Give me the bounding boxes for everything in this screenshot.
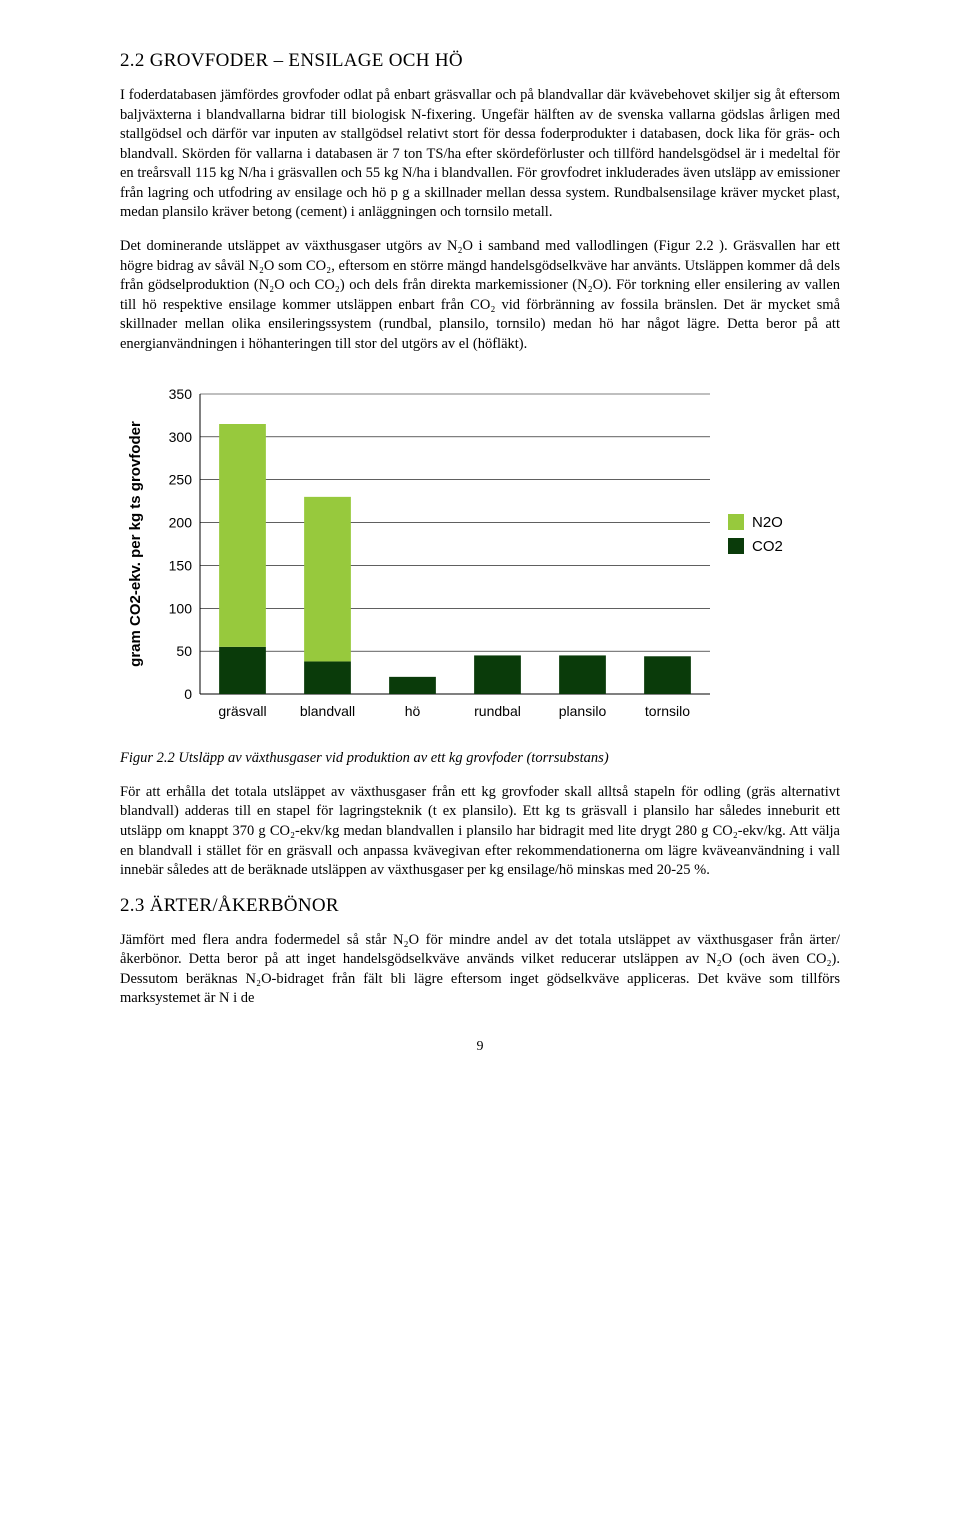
svg-text:100: 100: [169, 601, 193, 617]
svg-text:CO2: CO2: [752, 538, 783, 555]
paragraph: I foderdatabasen jämfördes grovfoder odl…: [120, 86, 840, 223]
svg-text:gräsvall: gräsvall: [218, 703, 266, 719]
svg-text:0: 0: [184, 686, 192, 702]
svg-text:300: 300: [169, 429, 193, 445]
svg-text:250: 250: [169, 472, 193, 488]
chart-figure: 0 50 100 150 200 250 300 350 gräsvall blandvall hö…: [120, 374, 840, 739]
paragraph: Jämfört med flera andra fodermedel så st…: [120, 931, 840, 1009]
svg-text:50: 50: [176, 643, 192, 659]
svg-text:350: 350: [169, 386, 193, 402]
paragraph: Det dominerande utsläppet av växthusgase…: [120, 237, 840, 354]
page-number: 9: [120, 1039, 840, 1055]
svg-text:150: 150: [169, 558, 193, 574]
section-heading-arter: 2.3 ÄRTER/ÅKERBÖNOR: [120, 895, 840, 917]
svg-text:tornsilo: tornsilo: [645, 703, 690, 719]
figure-caption: Figur 2.2 Utsläpp av växthusgaser vid pr…: [120, 749, 840, 769]
page-container: 2.2 GROVFODER – ENSILAGE OCH HÖ I foderd…: [60, 0, 900, 1095]
svg-text:blandvall: blandvall: [300, 703, 355, 719]
svg-text:200: 200: [169, 515, 193, 531]
svg-text:plansilo: plansilo: [559, 703, 607, 719]
svg-text:hö: hö: [405, 703, 421, 719]
stacked-bar-chart: 0 50 100 150 200 250 300 350 gräsvall blandvall hö…: [120, 374, 840, 734]
svg-text:gram CO2-ekv. per kg ts grovfo: gram CO2-ekv. per kg ts grovfoder: [127, 421, 144, 667]
svg-text:rundbal: rundbal: [474, 703, 521, 719]
svg-text:N2O: N2O: [752, 514, 783, 531]
section-heading-grovfoder: 2.2 GROVFODER – ENSILAGE OCH HÖ: [120, 50, 840, 72]
paragraph: För att erhålla det totala utsläppet av …: [120, 783, 840, 881]
